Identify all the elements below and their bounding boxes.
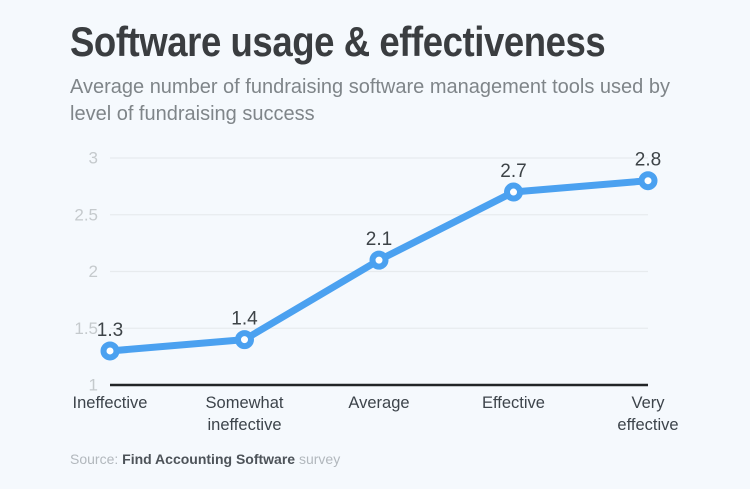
y-axis-tick-label: 3: [89, 149, 98, 168]
source-suffix-label: survey: [298, 451, 341, 467]
data-point-marker: [504, 182, 523, 202]
page-title: Software usage & effectiveness: [70, 18, 606, 65]
data-point-marker: [100, 341, 120, 361]
data-point-label: 1.4: [231, 309, 258, 330]
y-axis-tick-label: 2.5: [74, 205, 98, 224]
x-axis-category-label: Very: [631, 394, 665, 412]
page-subtitle: Average number of fundraising software m…: [70, 76, 670, 125]
x-axis-category-label: effective: [617, 416, 678, 434]
x-axis-category-label: Average: [348, 394, 409, 412]
source-prefix-label: Source:: [70, 451, 119, 467]
data-point-label: 2.8: [635, 150, 661, 171]
x-axis-category-label: Effective: [482, 394, 545, 412]
data-point-label: 2.1: [366, 229, 392, 250]
x-axis-category-label: Somewhat: [206, 394, 284, 412]
data-point-label: 1.3: [97, 320, 123, 341]
x-axis-category-label: Ineffective: [73, 394, 148, 412]
y-axis-tick-label: 2: [89, 262, 98, 281]
y-axis-tick-label: 1.5: [74, 319, 98, 338]
source-line: Source: Find Accounting Software survey: [70, 451, 340, 467]
y-axis-tick-label: 1: [89, 376, 98, 395]
x-axis-category-label: ineffective: [208, 416, 282, 434]
data-point-label: 2.7: [500, 161, 526, 182]
data-point-marker: [235, 330, 254, 350]
data-point-marker: [638, 171, 658, 191]
source-name-label: Find Accounting Software: [122, 451, 296, 467]
data-point-marker: [369, 250, 389, 270]
